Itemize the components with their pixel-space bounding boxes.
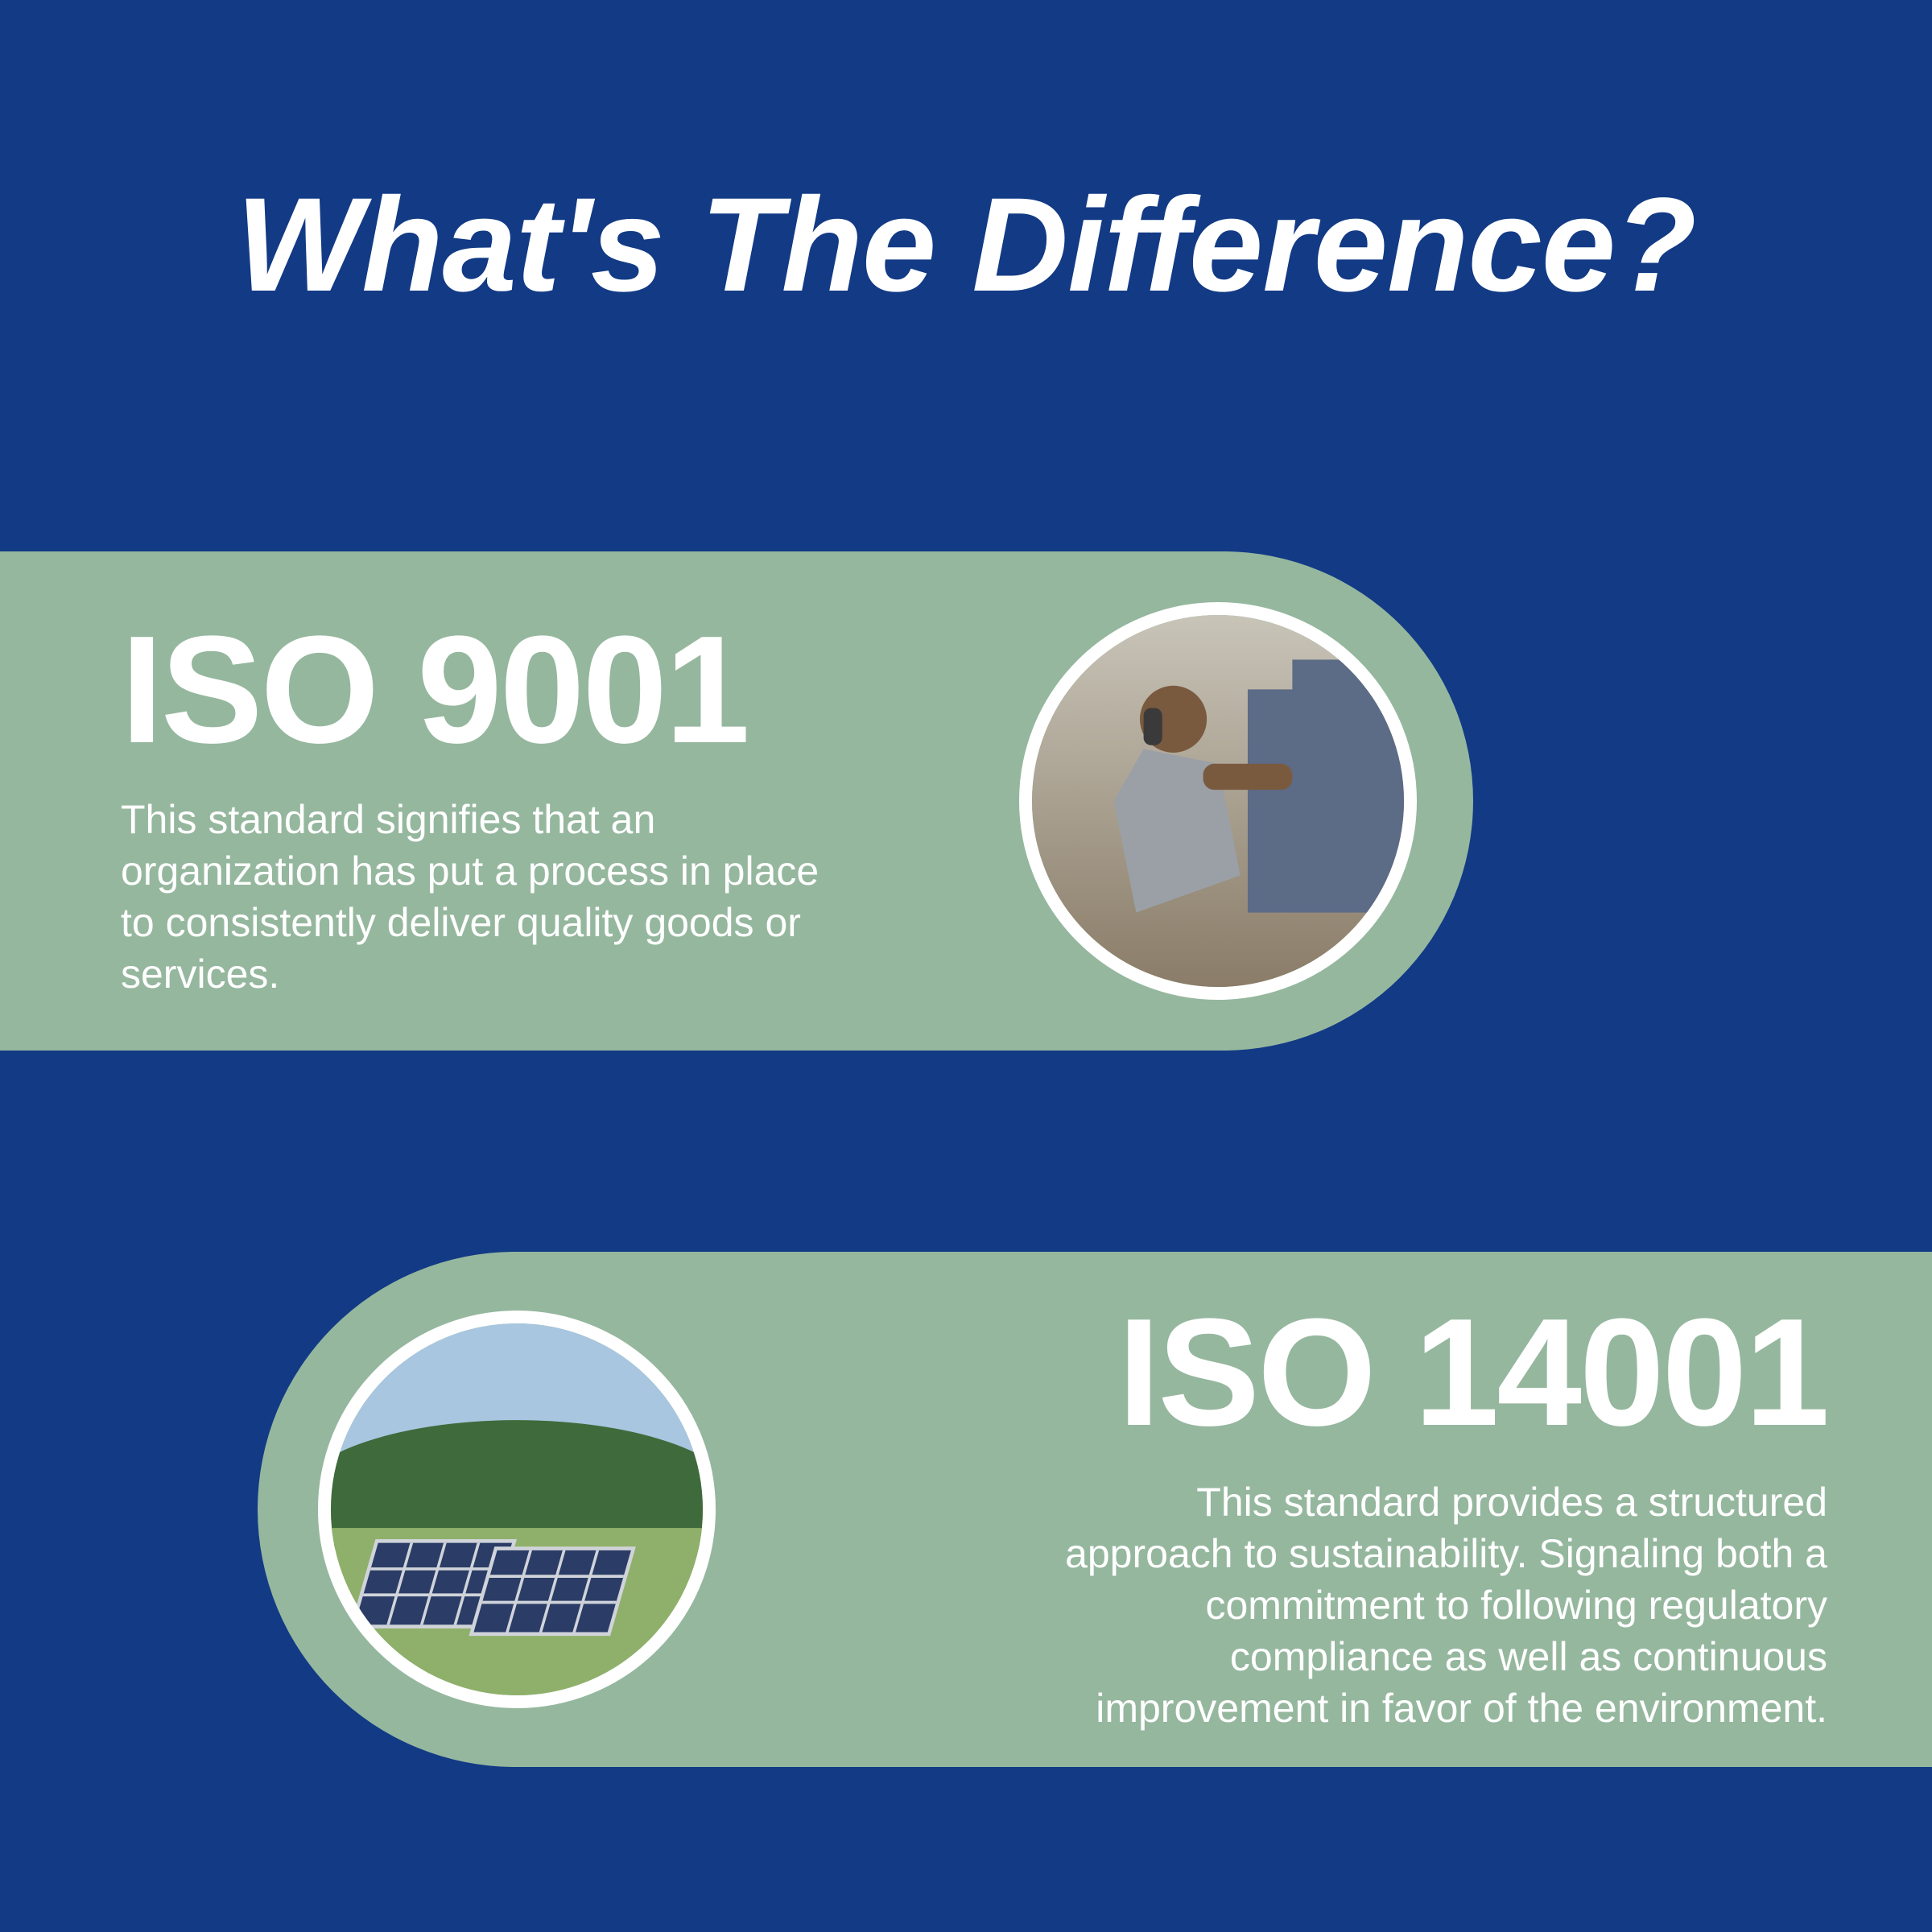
card-iso-9001-image: [1019, 602, 1417, 1000]
infographic-canvas: What's The Difference? ISO 9001 This sta…: [0, 0, 1932, 1932]
factory-worker-icon: [1032, 615, 1404, 987]
card-iso-14001-heading: ISO 14001: [756, 1285, 1827, 1460]
card-iso-14001-text: ISO 14001 This standard provides a struc…: [756, 1285, 1827, 1734]
card-iso-9001: ISO 9001 This standard signifies that an…: [0, 551, 1473, 1051]
card-iso-9001-body: This standard signifies that an organiza…: [121, 794, 829, 1000]
card-iso-14001-body: This standard provides a structured appr…: [1022, 1476, 1827, 1734]
card-iso-14001: ISO 14001 This standard provides a struc…: [258, 1252, 1932, 1767]
card-iso-9001-heading: ISO 9001: [121, 602, 987, 778]
page-title: What's The Difference?: [0, 169, 1932, 322]
solar-panels-icon: [331, 1323, 703, 1695]
card-iso-14001-image: [318, 1311, 716, 1708]
card-iso-9001-text: ISO 9001 This standard signifies that an…: [121, 602, 987, 1000]
